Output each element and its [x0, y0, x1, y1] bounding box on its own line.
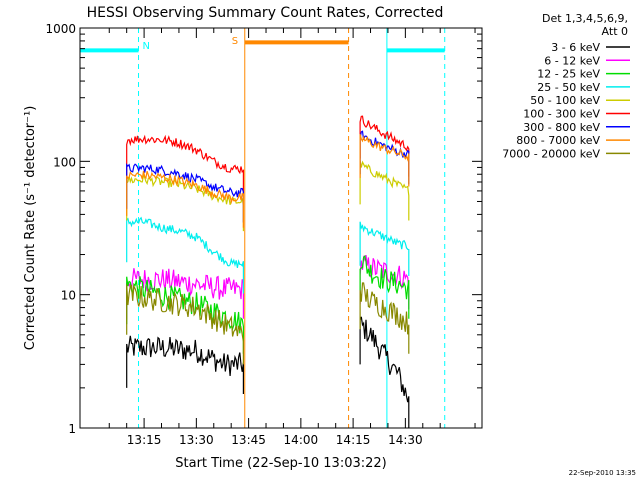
- x-tick-label-3: 14:00: [284, 433, 319, 447]
- legend-label-6: 300 - 800 keV: [523, 121, 600, 134]
- x-tick-label-4: 14:15: [336, 433, 371, 447]
- series-2-segment-1: [359, 254, 410, 319]
- series-6-segment-0: [126, 163, 244, 223]
- legend-label-4: 50 - 100 keV: [530, 94, 600, 107]
- legend-label-1: 6 - 12 keV: [544, 54, 600, 67]
- series-0-segment-1: [359, 316, 410, 428]
- series-8: [126, 282, 410, 365]
- legend-label-8: 7000 - 20000 keV: [502, 147, 600, 160]
- x-tick-label-5: 14:30: [388, 433, 423, 447]
- y-tick-label-1: 10: [61, 289, 76, 303]
- y-tick-label-0: 1: [68, 422, 76, 436]
- series-8-segment-1: [359, 282, 410, 354]
- series-5-segment-1: [359, 115, 410, 177]
- series-3-segment-0: [126, 216, 244, 294]
- series-7: [126, 133, 410, 228]
- night-marker: N: [143, 41, 150, 52]
- series-5-segment-0: [126, 134, 244, 199]
- legend-label-5: 100 - 300 keV: [523, 108, 600, 121]
- saa-marker: S: [232, 36, 238, 47]
- series-3-segment-1: [359, 221, 410, 276]
- series-7-segment-0: [126, 170, 244, 228]
- series-4-segment-1: [359, 160, 410, 221]
- series-8-segment-0: [126, 283, 244, 365]
- timestamp: 22-Sep-2010 13:35: [569, 469, 636, 477]
- series-0: [126, 316, 410, 428]
- axes: 13:15 13:30 13:45 14:00 14:15 14:30 1 10 100 1000: [45, 22, 483, 447]
- x-tick-label-1: 13:30: [179, 433, 214, 447]
- legend-label-7: 800 - 7000 keV: [516, 134, 600, 147]
- series-4: [126, 160, 410, 232]
- series-1-segment-1: [359, 254, 410, 310]
- series-7-segment-1: [359, 133, 410, 187]
- series-3: [126, 216, 410, 294]
- y-tick-label-3: 1000: [45, 22, 76, 36]
- series-1-segment-0: [126, 268, 244, 320]
- y-tick-label-2: 100: [53, 155, 76, 169]
- chart-title: HESSI Observing Summary Count Rates, Cor…: [87, 5, 444, 21]
- y-axis-label: Corrected Count Rate (s⁻¹ detector⁻¹): [23, 106, 38, 351]
- legend-label-2: 12 - 25 keV: [537, 68, 600, 81]
- x-tick-label-0: 13:15: [127, 433, 162, 447]
- legend-header-line-2: Att 0: [602, 25, 628, 38]
- legend-label-0: 3 - 6 keV: [551, 41, 600, 54]
- legend-header-line-1: Det 1,3,4,5,6,9,: [542, 12, 628, 25]
- legend-label-3: 25 - 50 keV: [537, 81, 600, 94]
- plot-frame: [79, 27, 483, 429]
- x-axis-label: Start Time (22-Sep-10 13:03:22): [175, 456, 386, 471]
- series-5: [126, 115, 410, 199]
- series-0-segment-0: [126, 335, 244, 394]
- x-tick-label-2: 13:45: [231, 433, 266, 447]
